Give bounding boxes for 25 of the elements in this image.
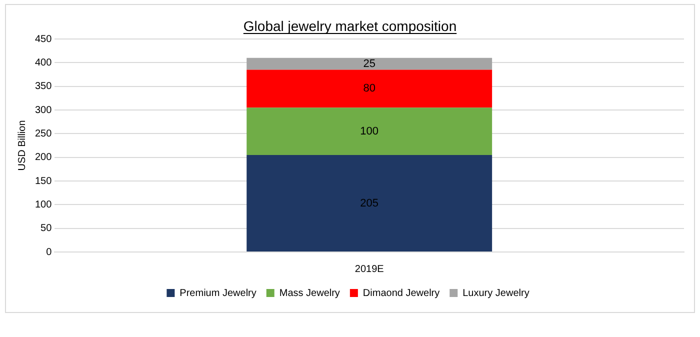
y-tick-label: 350	[34, 81, 52, 92]
bar	[246, 154, 492, 252]
legend-label: Luxury Jewelry	[462, 288, 530, 299]
bar	[246, 70, 492, 108]
bar	[246, 58, 492, 70]
data-label: 100	[360, 125, 379, 138]
legend-label: Mass Jewelry	[279, 288, 340, 299]
chart-title: Global jewelry market composition	[243, 18, 457, 34]
y-tick-label: 150	[34, 176, 52, 187]
x-tick-label: 2019E	[354, 264, 384, 275]
y-tick-label: 400	[34, 57, 52, 68]
data-label: 205	[360, 197, 379, 210]
legend-label: Premium Jewelry	[180, 288, 256, 299]
y-tick-label: 50	[40, 223, 52, 234]
data-label: 25	[363, 58, 376, 70]
y-axis-title: USD Billion	[16, 120, 28, 171]
y-tick-label: 450	[34, 34, 52, 45]
y-tick-label: 250	[34, 128, 52, 140]
data-label: 80	[363, 82, 376, 95]
legend-label: Dimaond Jewelry	[362, 288, 440, 299]
y-tick-label: 300	[34, 104, 52, 116]
y-tick-label: 100	[34, 199, 52, 210]
bar	[246, 108, 492, 155]
y-tick-label: 200	[34, 152, 52, 164]
y-tick-label: 0	[46, 246, 52, 258]
